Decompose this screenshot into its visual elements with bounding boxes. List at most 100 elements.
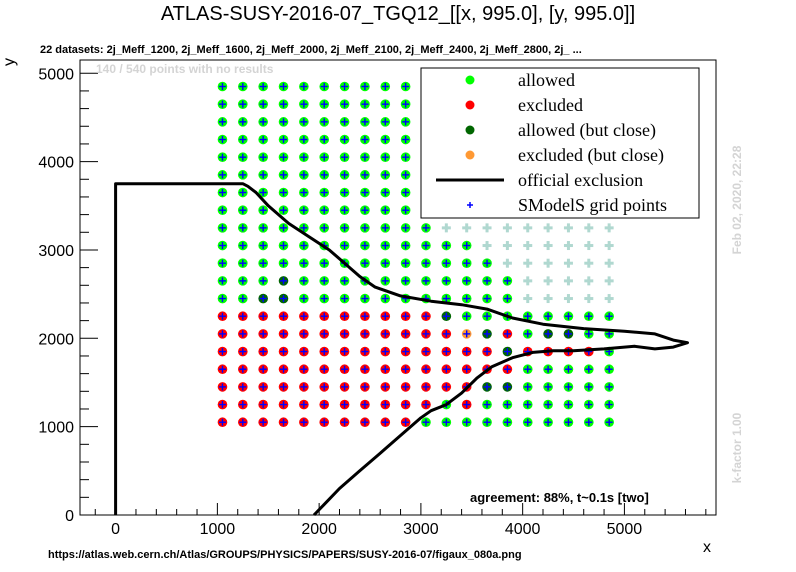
excluded-point [380, 417, 391, 428]
allowed-point [360, 187, 370, 198]
y-tick-label: 3000 [38, 243, 74, 260]
y-tick-label: 0 [65, 508, 74, 525]
no-result-point [604, 294, 614, 304]
allowed-point [360, 99, 370, 109]
excluded-point [319, 382, 330, 392]
allowed-point [400, 187, 411, 198]
allowed-point [482, 417, 492, 428]
excluded-point [441, 346, 452, 357]
allowed-point [217, 117, 228, 127]
allowed-point [319, 170, 330, 180]
allowed-point [400, 205, 411, 215]
no-result-point [502, 223, 512, 233]
allowed-close-point [502, 346, 513, 357]
excluded-point [360, 311, 370, 322]
allowed-point [563, 382, 574, 392]
allowed-point [441, 258, 452, 269]
allowed-point [319, 187, 330, 198]
no-result-point [543, 294, 553, 304]
excluded-point [421, 399, 431, 410]
excluded-point [238, 329, 248, 339]
no-result-point [604, 241, 614, 251]
excluded-close-point [461, 329, 472, 339]
excluded-point [217, 399, 228, 410]
excluded-point [258, 311, 268, 322]
allowed-point [238, 240, 248, 251]
allowed-point [441, 240, 452, 251]
allowed-point [258, 99, 268, 109]
curve-layer [114, 182, 689, 517]
no-result-point [604, 258, 614, 268]
allowed-point [380, 276, 391, 286]
allowed-point [461, 417, 472, 428]
allowed-point [299, 152, 309, 162]
allowed-point [299, 205, 309, 215]
excluded-point [380, 364, 391, 375]
excluded-point [380, 346, 391, 357]
allowed-point [380, 170, 391, 180]
excluded-point [400, 364, 411, 375]
excluded-point [217, 364, 228, 375]
excluded-point [421, 346, 431, 357]
allowed-point [563, 311, 574, 322]
no-result-point [441, 223, 451, 233]
allowed-point [400, 223, 411, 233]
allowed-point [584, 311, 594, 322]
allowed-point [238, 223, 248, 233]
no-result-point [563, 241, 573, 251]
no-result-point [523, 241, 533, 251]
excluded-point [461, 346, 472, 357]
allowed-point [278, 205, 289, 215]
excluded-point [339, 417, 350, 428]
allowed-point [400, 99, 411, 109]
excluded-point [502, 329, 513, 339]
allowed-point [543, 417, 553, 428]
x-tick-label: 2000 [301, 521, 337, 538]
excluded-point [502, 364, 513, 375]
no-result-point [462, 223, 472, 233]
allowed-point [238, 205, 248, 215]
allowed-point [217, 223, 228, 233]
excluded-point [380, 329, 391, 339]
allowed-point [522, 364, 533, 375]
excluded-point [339, 329, 350, 339]
allowed-close-point [502, 382, 513, 392]
no-result-point [543, 223, 553, 233]
allowed-point [360, 117, 370, 127]
excluded-point [278, 329, 289, 339]
allowed-point [278, 117, 289, 127]
allowed-close-point [482, 329, 492, 339]
allowed-point [238, 187, 248, 198]
excluded-point [238, 417, 248, 428]
allowed-point [441, 276, 452, 286]
allowed-point [319, 293, 330, 304]
allowed-point [380, 187, 391, 198]
no-result-point [502, 258, 512, 268]
allowed-point [299, 134, 309, 145]
chart-title: ATLAS-SUSY-2016-07_TGQ12_[[x, 995.0], [y… [161, 3, 635, 25]
allowed-point [543, 364, 553, 375]
no-result-point [502, 241, 512, 251]
allowed-point [319, 152, 330, 162]
legend-label: official exclusion [518, 170, 643, 190]
allowed-point [421, 258, 431, 269]
excluded-point [339, 382, 350, 392]
allowed-point [400, 258, 411, 269]
allowed-point [238, 134, 248, 145]
no-result-point [563, 294, 573, 304]
allowed-point [278, 240, 289, 251]
allowed-point [319, 81, 330, 92]
allowed-point [563, 364, 574, 375]
allowed-point [258, 134, 268, 145]
allowed-point [380, 223, 391, 233]
x-tick-label: 3000 [403, 521, 439, 538]
chart-subtitle: 22 datasets: 2j_Meff_1200, 2j_Meff_1600,… [40, 44, 582, 56]
excluded-point [441, 382, 452, 392]
allowed-point [441, 417, 452, 428]
allowed-point [360, 223, 370, 233]
excluded-point [319, 311, 330, 322]
excluded-point [278, 364, 289, 375]
allowed-point [217, 99, 228, 109]
x-tick-label: 4000 [505, 521, 541, 538]
source-url: https://atlas.web.cern.ch/Atlas/GROUPS/P… [48, 549, 522, 561]
